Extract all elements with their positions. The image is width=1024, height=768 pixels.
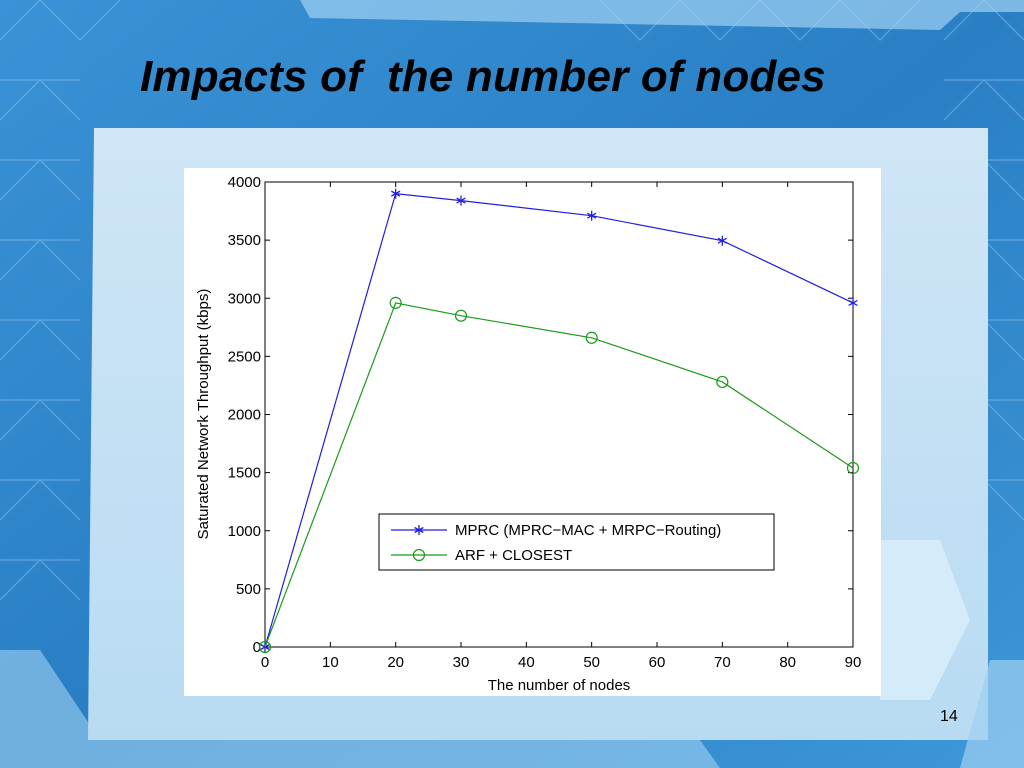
x-tick-label: 60 <box>649 654 666 671</box>
y-tick-label: 3000 <box>228 290 261 307</box>
x-tick-label: 40 <box>518 654 535 671</box>
legend-box <box>378 513 775 571</box>
y-axis-label: Saturated Network Throughput (kbps) <box>195 289 212 540</box>
y-tick-label: 3500 <box>228 232 261 249</box>
y-tick-label: 1500 <box>228 465 261 482</box>
chart-panel: 0 10 20 30 40 50 60 70 80 90 0 500 1000 1500 2000 2500… <box>184 168 881 696</box>
x-tick-label: 0 <box>261 654 269 671</box>
line-chart: 0 10 20 30 40 50 60 70 80 90 0 500 1000 1500 2000 2500… <box>195 174 862 694</box>
y-tick-label: 2500 <box>228 348 261 365</box>
data-point-series-2 <box>389 296 402 309</box>
x-axis: 0 10 20 30 40 50 60 70 80 90 <box>261 182 862 671</box>
series-line-1 <box>264 192 854 648</box>
legend-marker-1 <box>414 525 424 535</box>
x-tick-label: 20 <box>387 654 404 671</box>
legend-label-1: MPRC (MPRC−MAC + MRPC−Routing) <box>455 522 721 539</box>
data-point-series-1 <box>717 235 728 246</box>
data-point-series-2 <box>454 309 468 322</box>
y-tick-label: 4000 <box>228 174 261 191</box>
y-tick-label: 0 <box>253 639 261 656</box>
x-tick-label: 70 <box>714 654 731 671</box>
data-point-series-1 <box>586 210 597 221</box>
slide-number: 14 <box>940 708 958 725</box>
slide-title: Impacts of the number of nodes <box>140 52 826 101</box>
data-point-series-2 <box>258 640 272 654</box>
data-point-series-2 <box>585 331 598 344</box>
x-axis-label: The number of nodes <box>488 677 631 694</box>
series-layer <box>258 188 860 654</box>
legend-label-2: ARF + CLOSEST <box>455 547 572 564</box>
x-tick-label: 90 <box>845 654 862 671</box>
data-point-series-2 <box>716 375 729 389</box>
y-axis: 0 500 1000 1500 2000 2500 3000 3500 4000 <box>228 174 853 656</box>
legend: MPRC (MPRC−MAC + MRPC−Routing) ARF + CLOS… <box>378 513 775 571</box>
x-tick-label: 10 <box>322 654 339 671</box>
legend-marker-2 <box>412 548 426 562</box>
data-point-series-1 <box>456 195 466 206</box>
x-tick-label: 80 <box>779 654 796 671</box>
x-tick-label: 30 <box>453 654 470 671</box>
data-point-series-1 <box>848 297 858 308</box>
x-tick-label: 50 <box>583 654 600 671</box>
data-point-series-1 <box>390 188 401 199</box>
y-tick-label: 500 <box>236 581 261 598</box>
series-line-2 <box>264 302 854 648</box>
data-point-series-2 <box>846 461 860 475</box>
y-tick-label: 1000 <box>228 523 261 540</box>
y-tick-label: 2000 <box>228 407 261 424</box>
